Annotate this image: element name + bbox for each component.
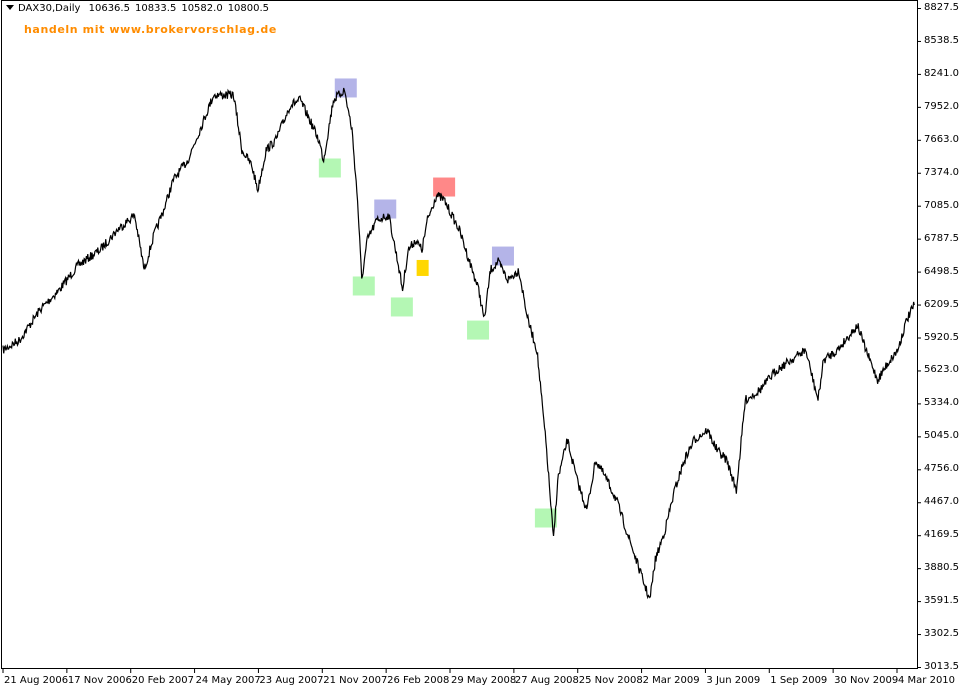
x-tick-label: 4 Mar 2010 bbox=[898, 675, 956, 686]
y-tick-label: 7374.0 bbox=[924, 166, 959, 178]
signal-marker bbox=[352, 276, 375, 296]
y-tick-label: 5920.5 bbox=[924, 331, 959, 343]
y-tick-label: 7663.0 bbox=[924, 133, 959, 145]
x-tick-label: 3 Jun 2009 bbox=[706, 675, 761, 686]
open-value: 10636.5 bbox=[88, 3, 130, 14]
x-tick-label: 21 Aug 2006 bbox=[4, 675, 69, 686]
x-tick-label: 26 Feb 2008 bbox=[387, 675, 450, 686]
signal-marker bbox=[374, 199, 397, 219]
plot-border bbox=[1, 0, 918, 669]
y-tick-label: 8538.5 bbox=[924, 34, 959, 46]
y-tick-label: 4169.5 bbox=[924, 529, 959, 541]
x-tick-label: 25 Nov 2008 bbox=[578, 675, 643, 686]
signal-marker bbox=[467, 320, 490, 340]
y-tick-label: 6787.5 bbox=[924, 232, 959, 244]
y-axis-ticks bbox=[917, 8, 921, 668]
x-tick-label: 21 Nov 2007 bbox=[323, 675, 388, 686]
y-tick-label: 4467.0 bbox=[924, 496, 959, 508]
high-value: 10833.5 bbox=[134, 3, 177, 14]
y-tick-label: 7952.0 bbox=[924, 100, 959, 112]
x-tick-label: 17 Nov 2006 bbox=[67, 675, 132, 686]
chart-header[interactable]: DAX30,Daily 10636.5 10833.5 10582.0 10800.5 bbox=[6, 3, 269, 14]
signal-marker bbox=[433, 177, 456, 197]
x-tick-label: 24 May 2007 bbox=[195, 675, 261, 686]
x-tick-label: 20 Feb 2007 bbox=[131, 675, 194, 686]
y-tick-label: 3013.5 bbox=[924, 661, 959, 672]
signal-markers bbox=[318, 78, 557, 528]
low-value: 10582.0 bbox=[181, 3, 223, 14]
y-tick-label: 4756.0 bbox=[924, 463, 959, 475]
y-tick-label: 5623.0 bbox=[924, 364, 959, 376]
promo-text[interactable]: handeln mit www.brokervorschlag.de bbox=[24, 23, 277, 36]
y-tick-label: 6498.5 bbox=[924, 265, 959, 277]
x-tick-label: 27 Aug 2008 bbox=[514, 675, 579, 686]
y-tick-label: 6209.5 bbox=[924, 298, 959, 310]
price-line bbox=[2, 87, 915, 600]
dropdown-triangle-icon[interactable] bbox=[6, 5, 14, 10]
x-axis-ticks bbox=[2, 668, 898, 673]
y-tick-label: 5045.0 bbox=[924, 430, 959, 442]
y-tick-label: 8827.5 bbox=[924, 2, 959, 13]
x-tick-label: 29 May 2008 bbox=[451, 675, 517, 686]
signal-marker bbox=[334, 78, 357, 98]
y-tick-label: 3302.5 bbox=[924, 628, 959, 640]
signal-marker bbox=[318, 158, 341, 178]
signal-marker bbox=[534, 508, 557, 528]
y-tick-label: 8241.0 bbox=[924, 67, 959, 79]
y-tick-label: 3880.5 bbox=[924, 562, 959, 574]
x-tick-label: 23 Aug 2007 bbox=[259, 675, 324, 686]
y-tick-label: 7085.0 bbox=[924, 199, 959, 211]
symbol-label: DAX30,Daily bbox=[18, 3, 81, 14]
x-tick-label: 30 Nov 2009 bbox=[834, 675, 899, 686]
signal-marker bbox=[390, 297, 413, 317]
signal-marker bbox=[491, 246, 514, 266]
y-tick-label: 3591.5 bbox=[924, 595, 959, 607]
x-tick-label: 2 Mar 2009 bbox=[642, 675, 700, 686]
signal-marker bbox=[416, 259, 429, 276]
y-tick-label: 5334.0 bbox=[924, 397, 959, 409]
close-value: 10800.5 bbox=[227, 3, 270, 14]
x-tick-label: 1 Sep 2009 bbox=[770, 675, 828, 686]
